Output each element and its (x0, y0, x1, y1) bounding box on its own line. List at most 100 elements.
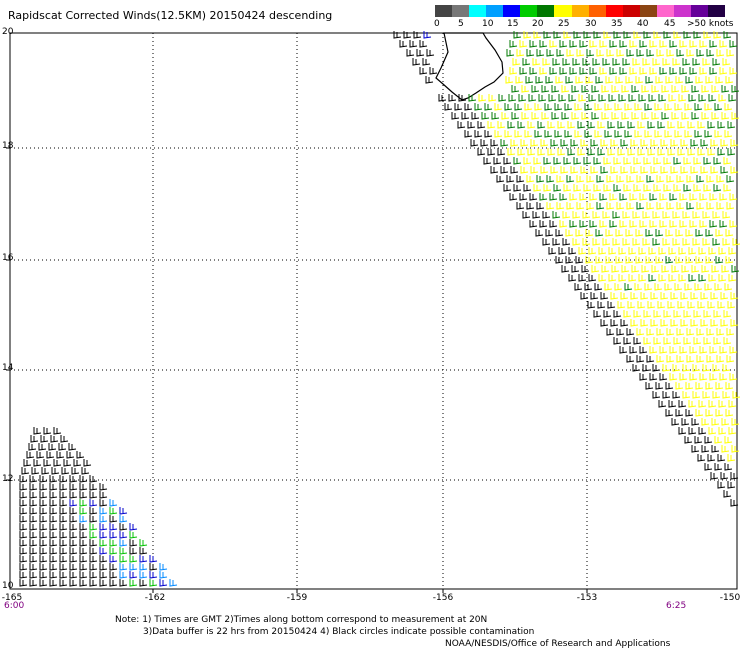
wind-barb (722, 391, 731, 399)
wind-barb (696, 175, 705, 183)
wind-barb (554, 103, 563, 111)
wind-barb (694, 130, 703, 138)
lon-label-165: -165 (1, 593, 23, 603)
wind-barb (717, 121, 726, 129)
wind-barb (600, 166, 609, 174)
wind-barb (679, 193, 688, 201)
wind-barb (628, 94, 637, 102)
wind-barb (666, 175, 675, 183)
wind-barb (642, 238, 651, 246)
wind-barb (490, 166, 499, 174)
wind-barb (109, 531, 118, 539)
wind-barb (109, 507, 118, 515)
wind-barb (631, 112, 640, 120)
wind-barb (544, 103, 553, 111)
wind-barb (728, 274, 737, 282)
wind-barb (675, 409, 684, 417)
wind-barb (724, 463, 733, 471)
wind-barb (705, 76, 714, 84)
wind-barb (566, 175, 575, 183)
wind-barb (655, 256, 664, 264)
wind-barb (690, 292, 699, 300)
wind-barb (526, 49, 535, 57)
wind-barb (703, 310, 712, 318)
wind-barb (79, 515, 88, 523)
wind-barb (89, 491, 98, 499)
wind-barb (571, 265, 580, 273)
colorbar-label: 45 (664, 19, 676, 29)
wind-barb (587, 301, 596, 309)
wind-barb (608, 247, 617, 255)
wind-barb (79, 499, 88, 507)
colorbar-label: 15 (507, 19, 519, 29)
wind-barb (672, 238, 681, 246)
wind-barb (573, 157, 582, 165)
wind-barb (709, 220, 718, 228)
wind-barb (730, 319, 739, 327)
wind-barb (534, 130, 543, 138)
colorbar-segment (469, 5, 487, 17)
wind-barb (413, 31, 422, 39)
wind-barb (616, 202, 625, 210)
wind-barb (659, 346, 668, 354)
wind-barb (700, 166, 709, 174)
wind-barb (522, 211, 531, 219)
wind-barb (630, 139, 639, 147)
wind-barb (649, 40, 658, 48)
wind-barb (682, 211, 691, 219)
wind-barb (689, 220, 698, 228)
wind-barb (653, 157, 662, 165)
wind-barb (553, 31, 562, 39)
wind-barb (594, 103, 603, 111)
wind-barb (23, 459, 32, 467)
wind-barb (560, 139, 569, 147)
wind-barb (99, 571, 108, 579)
wind-barb (656, 175, 665, 183)
wind-barb (696, 49, 705, 57)
wind-barb (599, 67, 608, 75)
wind-barb (451, 112, 460, 120)
wind-barb (29, 483, 38, 491)
lon-label-156: -156 (432, 593, 454, 603)
wind-barb (673, 310, 682, 318)
wind-barb (676, 355, 685, 363)
wind-barb (613, 337, 622, 345)
wind-barb (29, 507, 38, 515)
wind-barb (58, 443, 67, 451)
wind-barb (676, 175, 685, 183)
wind-barb (707, 454, 716, 462)
wind-barb (707, 121, 716, 129)
wind-barb (632, 211, 641, 219)
wind-barb (643, 337, 652, 345)
wind-barb (665, 409, 674, 417)
wind-barb (731, 265, 740, 273)
wind-barb (59, 491, 68, 499)
wind-barb (603, 157, 612, 165)
wind-barb (59, 515, 68, 523)
wind-barb (39, 555, 48, 563)
wind-barb (699, 40, 708, 48)
wind-barb (678, 94, 687, 102)
colorbar-segment (588, 5, 606, 17)
island-coastline (435, 32, 504, 101)
wind-barb (616, 175, 625, 183)
wind-barb (701, 418, 710, 426)
wind-barb (467, 121, 476, 129)
wind-barb (419, 67, 428, 75)
wind-barb (422, 58, 431, 66)
wind-barb (478, 94, 487, 102)
wind-barb (678, 400, 687, 408)
wind-barb (635, 76, 644, 84)
wind-barb (610, 166, 619, 174)
wind-barb (591, 265, 600, 273)
wind-barb (574, 130, 583, 138)
wind-barb (658, 247, 667, 255)
wind-barb (129, 523, 138, 531)
wind-barb (660, 139, 669, 147)
colorbar-label: 0 (434, 19, 440, 29)
wind-speed-colorbar (435, 5, 726, 17)
wind-barb (657, 301, 666, 309)
wind-barb (610, 139, 619, 147)
wind-barb (565, 229, 574, 237)
wind-barb (731, 445, 740, 453)
